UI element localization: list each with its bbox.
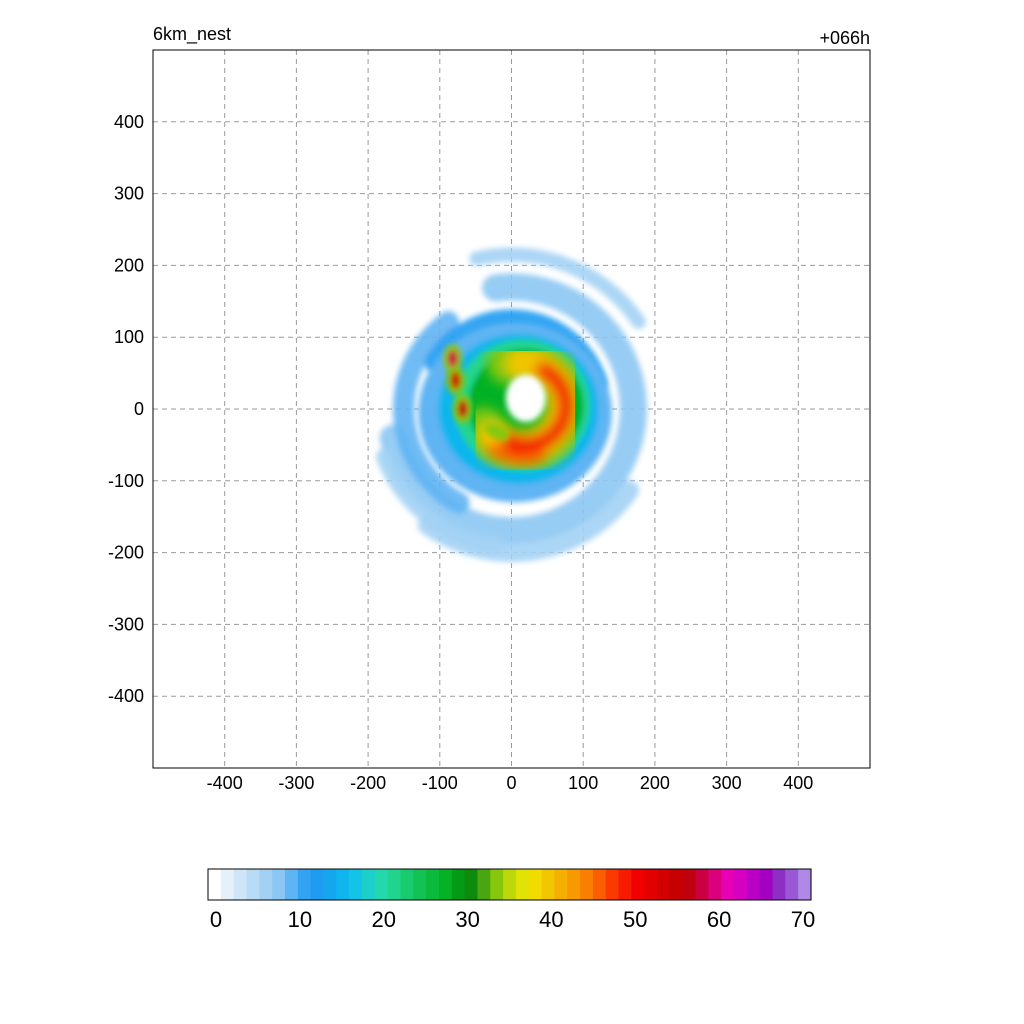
y-tick-label: 0 (134, 399, 144, 419)
colorbar-tick-label: 0 (210, 907, 222, 932)
colorbar-swatch (515, 869, 530, 900)
rainband-5 (376, 448, 505, 553)
colorbar-swatch (361, 869, 376, 900)
colorbar-swatch (336, 869, 350, 900)
x-tick-label: -400 (207, 773, 243, 793)
storm-eye (505, 374, 546, 422)
x-tick-label: 400 (783, 773, 813, 793)
x-tick-label: 0 (506, 773, 516, 793)
cell-inner-2 (457, 400, 468, 418)
colorbar-swatch (220, 869, 235, 900)
y-tick-label: -200 (108, 543, 144, 563)
colorbar-swatch (695, 869, 709, 900)
x-tick-label: 300 (712, 773, 742, 793)
x-tick-label: 200 (640, 773, 670, 793)
colorbar-swatch (438, 869, 453, 900)
x-tick-label: -300 (278, 773, 314, 793)
colorbar-swatch (592, 869, 607, 900)
colorbar-swatch (284, 869, 299, 900)
x-tick-label: -100 (422, 773, 458, 793)
colorbar-swatch (528, 869, 543, 900)
grid-lines (153, 50, 870, 768)
colorbar-swatch (721, 869, 735, 900)
rainband-4 (469, 247, 646, 330)
colorbar-swatch (208, 869, 222, 900)
colorbar-swatch (631, 869, 645, 900)
x-tick-label: 100 (568, 773, 598, 793)
title-left: 6km_nest (153, 24, 231, 45)
eyewall-core (463, 340, 588, 471)
colorbar-tick-label: 20 (371, 907, 395, 932)
colorbar-swatch (349, 869, 363, 900)
colorbar-swatch (503, 869, 517, 900)
y-tick-label: 400 (114, 112, 144, 132)
title-right: +066h (819, 28, 870, 48)
colorbar-tick-label: 30 (455, 907, 479, 932)
colorbar-swatch (541, 869, 556, 900)
colorbar-swatch (323, 869, 337, 900)
colorbar-swatch (734, 869, 748, 900)
cell-yellow-sw (485, 423, 510, 441)
cell-inner-1 (450, 371, 461, 389)
colorbar-swatch (759, 869, 774, 900)
plot-frame (152, 49, 871, 769)
colorbar-swatch (605, 869, 620, 900)
colorbar-swatch (477, 869, 491, 900)
colorbar-swatch (746, 869, 761, 900)
colorbar-swatch (785, 869, 799, 900)
colorbar-swatch (233, 869, 248, 900)
eyewall-red (500, 361, 575, 454)
x-tick-labels: -400 -300 -200 -100 0 100 200 300 400 (207, 773, 814, 793)
cell-inner-0 (447, 350, 458, 368)
y-tick-label: -100 (108, 471, 144, 491)
y-tick-label: 200 (114, 255, 144, 275)
colorbar-swatch (682, 869, 697, 900)
colorbar-tick-label: 70 (791, 907, 815, 932)
y-tick-label: 100 (114, 327, 144, 347)
colorbar-tick-label: 40 (539, 907, 563, 932)
rainband-1 (393, 311, 470, 514)
colorbar-swatch (297, 869, 312, 900)
colorbar-swatch (644, 869, 658, 900)
colorbar-swatch (426, 869, 440, 900)
y-tick-label: -300 (108, 614, 144, 634)
colorbar-swatch (464, 869, 479, 900)
colorbar-swatch (310, 869, 325, 900)
colorbar-swatch (772, 869, 786, 900)
x-tick-label: -200 (350, 773, 386, 793)
colorbar-swatch (374, 869, 389, 900)
y-tick-labels: 400 300 200 100 0 -100 -200 -300 -400 (108, 112, 144, 706)
colorbar-swatch (567, 869, 581, 900)
y-tick-label: -400 (108, 686, 144, 706)
colorbar-tick-labels: 0 10 20 30 40 50 60 70 (210, 907, 815, 932)
colorbar-swatch (657, 869, 671, 900)
rainband-0 (379, 273, 647, 545)
colorbar-swatch (413, 869, 427, 900)
colorbar (207, 868, 812, 901)
colorbar-swatch (400, 869, 414, 900)
convective-cells (443, 344, 473, 424)
colorbar-tick-label: 60 (707, 907, 731, 932)
colorbar-swatch (798, 869, 812, 900)
colorbar-swatch (708, 869, 722, 900)
heatmap-field (376, 247, 647, 562)
colorbar-swatch (451, 869, 466, 900)
colorbar-swatch (669, 869, 684, 900)
outer-rainbands (376, 247, 647, 562)
colorbar-tick-label: 10 (288, 907, 312, 932)
eyewall-red-south (486, 443, 547, 466)
colorbar-swatch (246, 869, 260, 900)
colorbar-swatch (554, 869, 568, 900)
colorbar-swatch (259, 869, 273, 900)
colorbar-swatch (618, 869, 632, 900)
colorbar-frame (207, 868, 812, 901)
colorbar-swatch (272, 869, 286, 900)
colorbar-tick-label: 50 (623, 907, 647, 932)
colorbar-swatch (387, 869, 402, 900)
colorbar-swatch (490, 869, 504, 900)
colorbar-swatch (580, 869, 594, 900)
y-tick-label: 300 (114, 184, 144, 204)
